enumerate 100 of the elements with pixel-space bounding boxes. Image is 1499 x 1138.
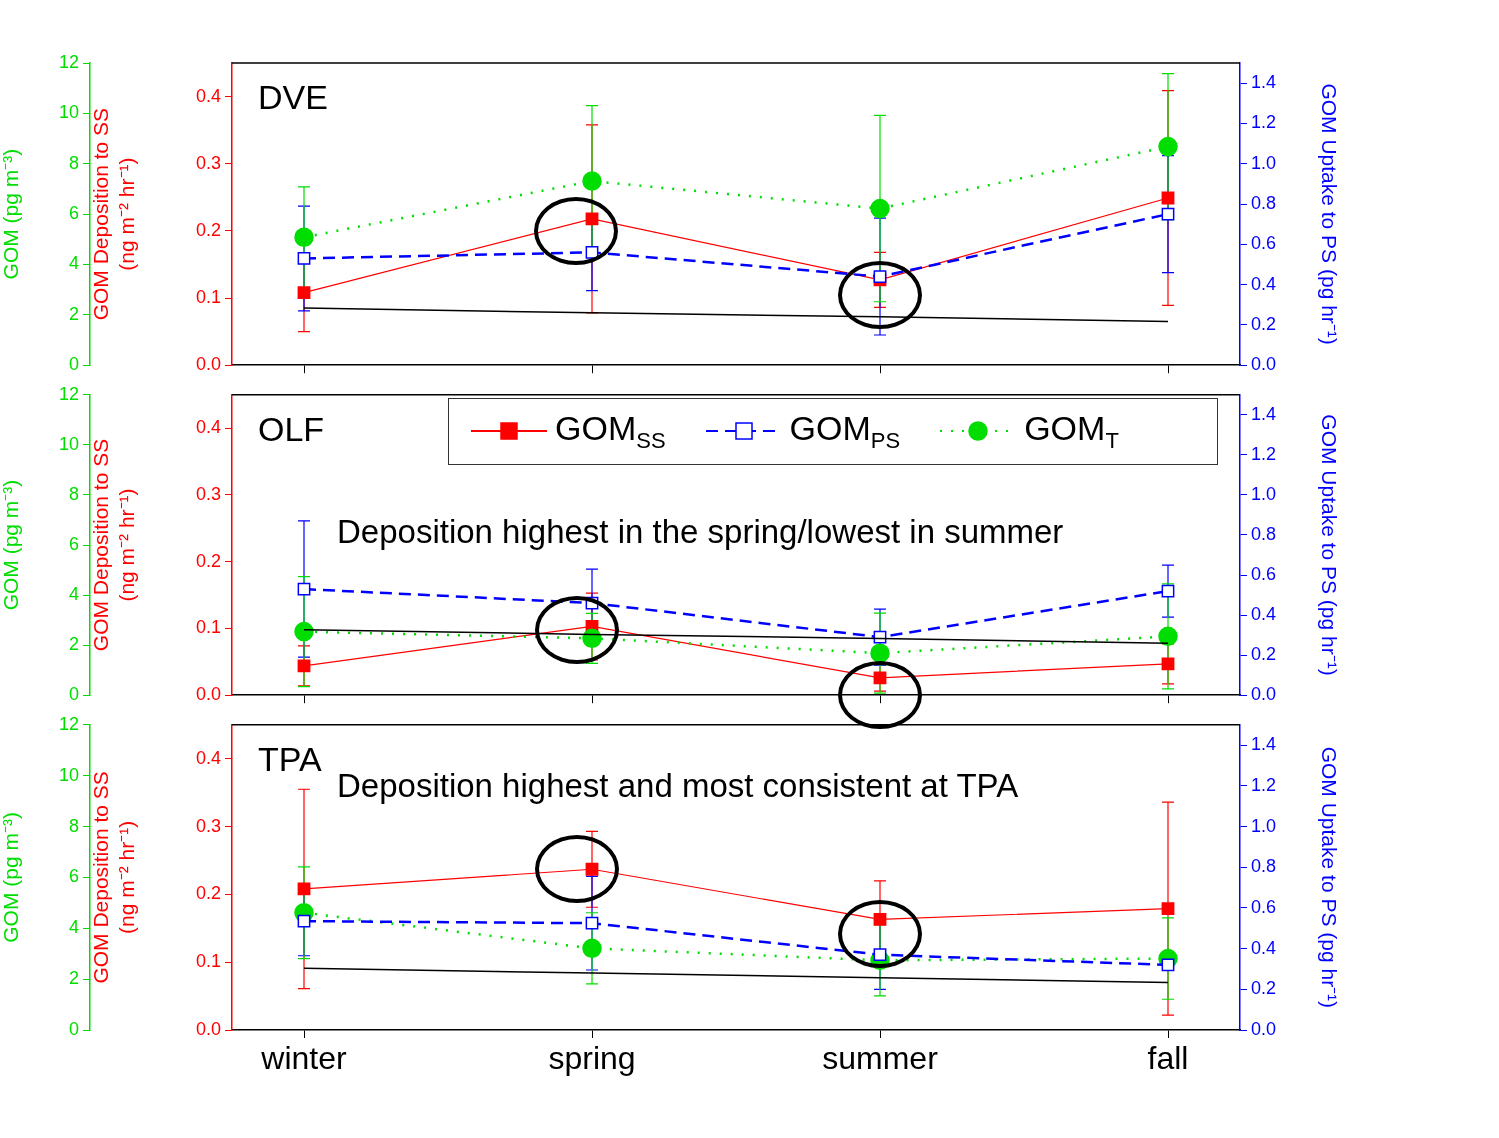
y-tick-label: 0.2 (195, 883, 221, 904)
y2-tick-label: 1.2 (1251, 112, 1277, 133)
y2-tick-label: 1.0 (1251, 483, 1277, 504)
y3-tick-label: 4 (68, 253, 79, 274)
point (870, 198, 890, 219)
point (1161, 902, 1175, 916)
y-tick-label: 0.2 (195, 219, 221, 240)
point (870, 643, 890, 663)
y2-tick-label: 1.2 (1251, 774, 1277, 795)
y2-tick-label: 0.8 (1251, 193, 1277, 213)
point (1161, 958, 1175, 972)
y3-tick-label: 6 (68, 866, 79, 887)
point (585, 212, 599, 226)
x-tick-label: winter (260, 1040, 348, 1077)
y2-tick-label: 1.4 (1251, 403, 1277, 424)
y3-tick-label: 2 (68, 303, 79, 324)
y2-tick-label: 1.0 (1251, 815, 1277, 836)
legend-label: GOM$_{SS}$ (555, 409, 666, 454)
y-tick-label: 0.0 (195, 1018, 221, 1039)
y-tick-label: 0.2 (195, 550, 221, 571)
annotation: Deposition highest and most consistent at TPA (337, 766, 1019, 804)
y2-tick-label: 0.4 (1251, 937, 1277, 958)
point (873, 913, 887, 926)
y-tick-label: 0.0 (195, 684, 221, 705)
y2-tick-label: 0.0 (1251, 354, 1277, 375)
y-tick-label: 0.1 (195, 617, 221, 638)
y2-tick-label: 0.6 (1251, 564, 1277, 585)
y2-tick-label: 1.4 (1251, 72, 1277, 93)
y2-tick-label: 0.8 (1251, 523, 1277, 544)
y-tick-label: 0.4 (195, 417, 221, 438)
y2-tick-label: 0.0 (1251, 684, 1277, 705)
y2-tick-label: 1.0 (1251, 152, 1277, 173)
point (582, 938, 602, 959)
point (1158, 626, 1178, 647)
y-tick-label: 0.3 (195, 483, 221, 504)
point (294, 621, 314, 642)
y3-tick-label: 10 (58, 764, 79, 785)
y2-tick-label: 1.2 (1251, 443, 1277, 464)
y3-tick-label: 4 (68, 584, 79, 605)
point (1158, 136, 1178, 157)
legend-label: GOM$_{T}$ (1024, 409, 1119, 454)
y2-axis-title: GOM Uptake to PS (pg hr⁻¹) (1317, 414, 1341, 676)
y3-tick-label: 12 (58, 51, 79, 72)
y3-tick-label: 8 (68, 483, 79, 504)
y3-tick-label: 4 (68, 917, 79, 938)
y2-tick-label: 0.2 (1251, 313, 1277, 334)
x-tick-label: summer (822, 1040, 939, 1077)
y-tick-label: 0.4 (195, 85, 221, 106)
point (1161, 657, 1175, 671)
y3-tick-label: 2 (68, 968, 79, 989)
text: TPA (258, 739, 322, 778)
y3-tick-label: 0 (68, 1018, 79, 1039)
point (297, 914, 311, 928)
y-tick-label: 0.4 (195, 747, 221, 768)
y3-tick-label: 6 (68, 533, 79, 554)
y2-tick-label: 0.4 (1251, 604, 1277, 625)
point (1161, 207, 1175, 221)
y3-tick-label: 6 (68, 203, 79, 224)
x-tick-label: spring (548, 1040, 636, 1077)
y2-tick-label: 0.6 (1251, 233, 1277, 254)
y3-axis-title: GOM (pg m⁻³) (0, 812, 23, 943)
y2-axis-title: GOM Uptake to PS (pg hr⁻¹) (1317, 83, 1341, 345)
y-axis-title: GOM Deposition to SS (ng m⁻² hr⁻¹) (89, 107, 138, 321)
y3-tick-label: 0 (68, 684, 79, 705)
point (294, 227, 314, 248)
y2-tick-label: 0.8 (1251, 856, 1277, 877)
point (873, 671, 887, 685)
y3-tick-label: 10 (58, 102, 79, 123)
y3-tick-label: 0 (68, 354, 79, 375)
y-tick-label: 0.1 (195, 287, 221, 308)
y-tick-label: 0.3 (195, 152, 221, 173)
y3-tick-label: 2 (68, 634, 79, 655)
y-tick-label: 0.3 (195, 815, 221, 836)
point (585, 916, 599, 930)
point (582, 628, 602, 649)
y2-tick-label: 0.6 (1251, 896, 1277, 917)
y2-tick-label: 0.0 (1251, 1018, 1277, 1039)
x-tick-label: fall (1147, 1040, 1189, 1077)
point (297, 252, 311, 265)
point (297, 286, 311, 300)
y3-tick-label: 12 (58, 713, 79, 734)
point (873, 270, 887, 283)
y2-tick-label: 1.4 (1251, 734, 1277, 755)
point (582, 171, 602, 191)
point (297, 659, 311, 673)
y-axis-title: GOM Deposition to SS (ng m⁻² hr⁻¹) (89, 771, 138, 984)
y2-tick-label: 0.2 (1251, 644, 1277, 665)
text: DVE (258, 78, 328, 116)
point (585, 862, 599, 876)
y3-axis-title: GOM (pg m⁻³) (0, 148, 23, 280)
annotation: Deposition highest in the spring/lowest in summer (337, 512, 1064, 550)
y2-axis-title: GOM Uptake to PS (pg hr⁻¹) (1317, 746, 1341, 1009)
y3-tick-label: 8 (68, 152, 79, 173)
y2-tick-label: 0.4 (1251, 273, 1277, 294)
chart-title: OLF (258, 409, 325, 448)
y3-tick-label: 8 (68, 815, 79, 836)
y-tick-label: 0.1 (195, 951, 221, 972)
y3-axis-title: GOM (pg m⁻³) (0, 479, 23, 611)
y-tick-label: 0.0 (195, 354, 221, 375)
y2-tick-label: 0.2 (1251, 978, 1277, 999)
